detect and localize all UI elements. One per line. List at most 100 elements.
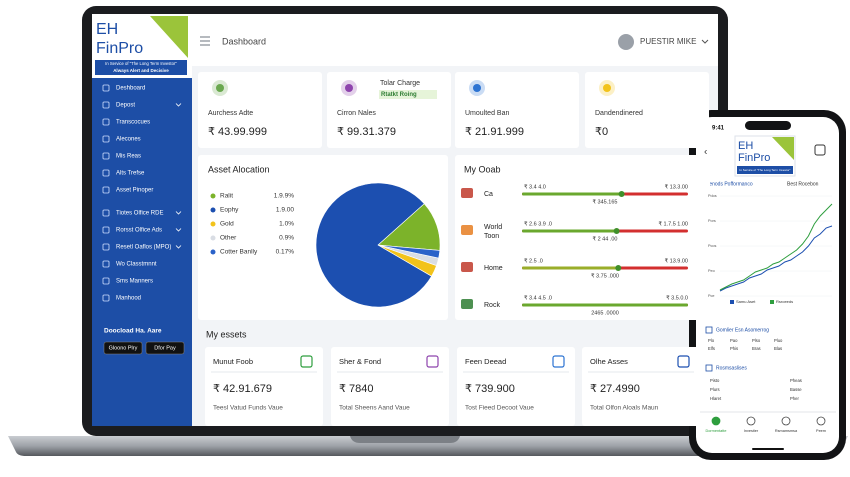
goal-left: ₹ 2.6 3.9 .0	[524, 220, 552, 227]
phone-logo-swoosh	[772, 137, 794, 160]
nav-icon[interactable]	[102, 84, 110, 92]
phone-nav-label[interactable]: Rsmamsmsa	[775, 429, 798, 433]
phone-section-title: Rosmsaslises	[716, 365, 747, 371]
card	[455, 72, 579, 148]
nav-icon[interactable]	[102, 118, 110, 126]
nav-item[interactable]: Deshboard	[116, 86, 145, 92]
avatar[interactable]	[618, 34, 634, 50]
nav-item[interactable]: Rorsst Olfice Ads	[116, 228, 162, 234]
goal-knob	[613, 228, 620, 234]
stat-value: ₹ 21.91.999	[465, 126, 524, 138]
nav-item[interactable]: Asset Pinoper	[116, 188, 153, 194]
stat-icon	[603, 84, 611, 92]
phone-legend-label: Samu Aset	[736, 299, 756, 304]
nav-item[interactable]: Depost	[116, 103, 135, 109]
user-name[interactable]: PUESTIR MIKE	[640, 37, 696, 46]
goal-icon	[461, 225, 473, 235]
store-badge-label[interactable]: Dfor Pay	[154, 345, 176, 351]
card	[582, 347, 700, 426]
phone-legend-swatch	[770, 300, 774, 304]
pie-slice	[315, 182, 432, 308]
nav-item[interactable]: Sms Manners	[116, 279, 153, 285]
nav-item[interactable]: Tiotes Olfice RDE	[116, 211, 163, 217]
content: Deshboard Depost Transcocues Alecones Mis Re…	[102, 72, 833, 433]
page-title: Dashboard	[222, 36, 266, 46]
nav-icon[interactable]	[102, 243, 110, 251]
nav-icon[interactable]	[102, 260, 110, 268]
nav-item[interactable]: Mis Reas	[116, 154, 141, 160]
phone-nav-icon[interactable]	[781, 416, 791, 426]
phone-nav-label[interactable]: Peem	[816, 429, 826, 433]
asset-value: ₹ 739.900	[465, 383, 515, 395]
phone-nav-icon[interactable]	[711, 416, 721, 426]
phone-cell: Plso	[752, 338, 761, 343]
legend-value: 0.17%	[276, 249, 295, 256]
download-title: Doocload Ha. Aare	[104, 328, 162, 335]
asset-name: Feen Deead	[465, 357, 506, 366]
nav-icon[interactable]	[102, 209, 110, 217]
goal-knob	[618, 191, 625, 197]
phone-notch	[745, 121, 791, 130]
stat-badge-label: Rtatkt Roing	[381, 92, 417, 98]
nav-icon[interactable]	[102, 135, 110, 143]
phone-legend-label: Rsroeeds	[776, 299, 793, 304]
goal-icon	[461, 299, 473, 309]
phone-time: 9:41	[712, 126, 725, 132]
goal-left: ₹ 2.5 .0	[524, 257, 543, 264]
legend-name: Eophy	[220, 207, 239, 214]
nav-icon[interactable]	[102, 169, 110, 177]
nav-item[interactable]: Manhood	[116, 296, 141, 302]
goal-knob	[615, 265, 622, 271]
legend-dot	[210, 221, 216, 227]
asset-icon	[300, 355, 313, 368]
asset-caption: Tost Fieed Decoot Vaue	[465, 405, 534, 412]
nav-chevron[interactable]	[175, 211, 182, 215]
nav-item[interactable]: Wo Classtmnnt	[116, 262, 157, 268]
goal-right: ₹ 3.5.0.0	[666, 294, 688, 301]
user-chevron[interactable]	[701, 39, 709, 44]
phone-menu-icon[interactable]	[814, 144, 826, 156]
menu-icon[interactable]	[200, 36, 210, 46]
phone-axis-label: Pors	[708, 219, 716, 223]
phone-axis-label: Pdos	[708, 194, 717, 198]
nav-icon[interactable]	[102, 186, 110, 194]
nav-item[interactable]: Resetl Oaflos (MPO)	[116, 245, 171, 251]
legend-dot	[210, 235, 216, 241]
phone-axis-label: Pce	[708, 294, 715, 298]
nav-chevron[interactable]	[175, 228, 182, 232]
asset-icon	[552, 355, 565, 368]
nav-item[interactable]: Transcocues	[116, 120, 150, 126]
stat-icon	[345, 84, 353, 92]
nav-icon[interactable]	[102, 226, 110, 234]
phone-nav-icon[interactable]	[816, 416, 826, 426]
phone-cell: Pheas	[790, 378, 802, 383]
nav-icon[interactable]	[102, 294, 110, 302]
nav-icon[interactable]	[102, 101, 110, 109]
nav-item[interactable]: Alecones	[116, 137, 141, 143]
nav-chevron[interactable]	[175, 245, 182, 249]
nav-item[interactable]: Alts Trefse	[116, 171, 145, 177]
nav-icon[interactable]	[102, 152, 110, 160]
stat-badge	[379, 90, 437, 99]
nav-chevron[interactable]	[175, 103, 182, 107]
phone-cell: Hlaret	[710, 396, 722, 401]
phone-nav-icon[interactable]	[746, 416, 756, 426]
phone-chart-subtitle: Best Rocebon	[787, 181, 819, 187]
logo-text: EH	[96, 21, 118, 38]
phone-cell: Basse	[790, 387, 802, 392]
phone-nav-label[interactable]: Investier	[744, 429, 759, 433]
phone-nav-label[interactable]: Dormentatte	[706, 429, 727, 433]
goal-sub: ₹ 3.75 .000	[591, 272, 619, 279]
phone-legend-swatch	[730, 300, 734, 304]
store-badge-label[interactable]: Gloono Plry	[109, 345, 138, 351]
store-badge[interactable]	[145, 341, 185, 355]
nav-icon[interactable]	[102, 277, 110, 285]
back-icon[interactable]: ‹	[704, 147, 707, 158]
phone-line	[719, 203, 833, 291]
stat-value: ₹ 99.31.379	[337, 126, 396, 138]
store-badge[interactable]	[103, 341, 143, 355]
stat-label: Umoulted Ban	[465, 110, 509, 117]
asset-caption: Total Sheens Aand Vaue	[339, 405, 410, 412]
goal-right: ₹ 1.7.5 1.00	[659, 220, 689, 227]
legend-dot	[210, 193, 216, 199]
